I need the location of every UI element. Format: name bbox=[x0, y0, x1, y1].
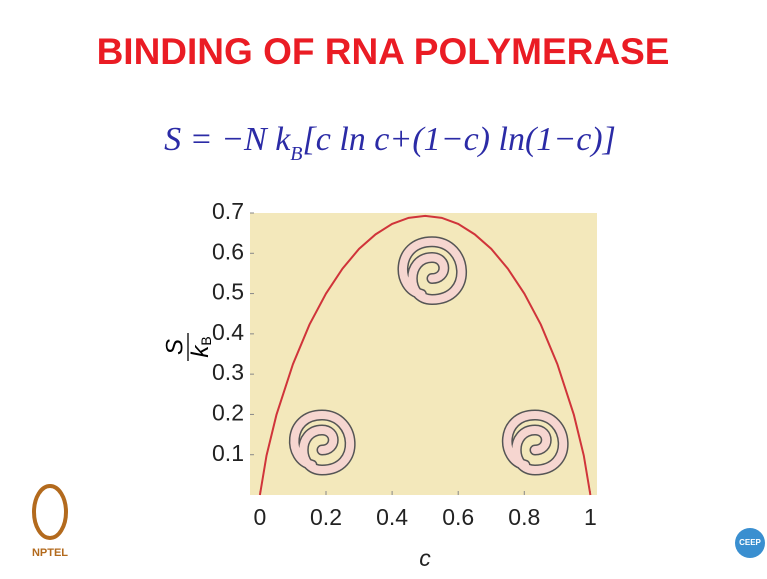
equation-rhs: [c ln c+(1−c) ln(1−c)] bbox=[303, 121, 616, 158]
x-tick-label: 0 bbox=[254, 504, 267, 530]
y-tick-label: 0.4 bbox=[212, 319, 244, 345]
slide-title: BINDING OF RNA POLYMERASE bbox=[97, 31, 670, 72]
logo-right: CEEP bbox=[735, 528, 765, 558]
y-tick-label: 0.3 bbox=[212, 359, 244, 385]
y-tick-label: 0.6 bbox=[212, 238, 244, 264]
x-tick-label: 0.4 bbox=[376, 504, 408, 530]
y-tick-label: 0.7 bbox=[212, 198, 244, 224]
y-label-subscript: B bbox=[198, 336, 214, 345]
y-tick-label: 0.5 bbox=[212, 279, 244, 305]
x-tick-label: 0.8 bbox=[508, 504, 540, 530]
logo-text: NPTEL bbox=[32, 547, 68, 559]
y-label-numerator: S bbox=[161, 339, 188, 355]
y-tick-label: 0.2 bbox=[212, 400, 244, 426]
equation-lhs: S = −N k bbox=[164, 121, 291, 158]
logo-text: CEEP bbox=[739, 538, 761, 547]
x-tick-label: 1 bbox=[584, 504, 597, 530]
x-tick-label: 0.6 bbox=[442, 504, 474, 530]
x-axis-label: c bbox=[419, 545, 431, 571]
equation-subscript: B bbox=[290, 143, 302, 165]
slide: BINDING OF RNA POLYMERASE S = −N kB[c ln… bbox=[0, 0, 767, 579]
y-tick-label: 0.1 bbox=[212, 440, 244, 466]
x-tick-label: 0.2 bbox=[310, 504, 342, 530]
